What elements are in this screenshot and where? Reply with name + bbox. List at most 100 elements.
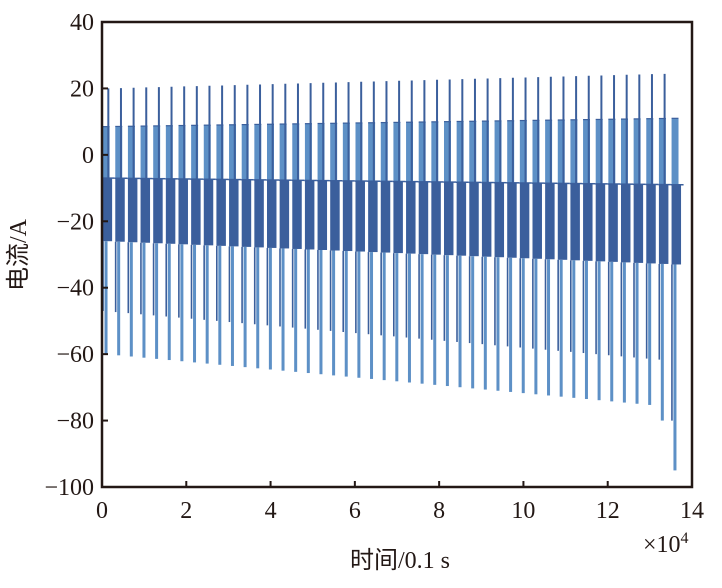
x-tick-label: 6 bbox=[349, 498, 361, 524]
lower-block bbox=[266, 180, 277, 248]
lower-block bbox=[279, 180, 290, 249]
upper-block bbox=[418, 122, 426, 182]
lower-block bbox=[191, 179, 201, 245]
trough-spike bbox=[104, 241, 108, 355]
upper-block bbox=[229, 124, 237, 180]
lower-block bbox=[583, 183, 593, 261]
upper-block bbox=[646, 118, 654, 185]
upper-block bbox=[595, 119, 603, 184]
upper-block bbox=[519, 120, 527, 183]
trough-spike bbox=[344, 251, 348, 377]
trough-spike bbox=[319, 249, 323, 375]
y-tick-label: −80 bbox=[56, 409, 94, 435]
x-multiplier: ×104 bbox=[643, 530, 689, 558]
lower-block bbox=[140, 178, 151, 243]
trough-spike bbox=[256, 247, 260, 369]
upper-block bbox=[633, 118, 641, 185]
lower-block bbox=[342, 180, 353, 252]
lower-block bbox=[178, 178, 188, 245]
lower-block bbox=[443, 182, 454, 256]
upper-block bbox=[532, 120, 540, 184]
trough-spike bbox=[142, 242, 146, 358]
trough-spike bbox=[155, 243, 159, 359]
upper-block bbox=[368, 122, 376, 182]
lower-block bbox=[241, 179, 252, 247]
trough-spike bbox=[509, 257, 513, 392]
lower-block bbox=[317, 180, 328, 250]
lower-block bbox=[595, 183, 606, 262]
trough-spike bbox=[306, 249, 310, 374]
upper-block bbox=[102, 126, 110, 179]
y-tick-label: 0 bbox=[82, 143, 94, 169]
trough-spike bbox=[129, 242, 133, 357]
upper-block bbox=[279, 124, 287, 181]
trough-spike bbox=[559, 259, 563, 397]
lower-block bbox=[216, 179, 226, 246]
trough-spike bbox=[357, 251, 361, 378]
y-tick-label: −20 bbox=[56, 209, 94, 235]
trough-spike bbox=[420, 254, 424, 384]
trough-spike bbox=[281, 248, 285, 371]
upper-block bbox=[165, 125, 173, 179]
lower-block bbox=[570, 183, 580, 261]
lower-block bbox=[229, 179, 239, 247]
y-axis-label: 电流/A bbox=[5, 218, 32, 291]
upper-block bbox=[178, 125, 186, 179]
lower-block bbox=[418, 181, 429, 255]
x-tick-label: 12 bbox=[596, 498, 620, 524]
y-tick-label: −40 bbox=[56, 276, 94, 302]
lower-block bbox=[507, 182, 517, 258]
trough-spike bbox=[635, 262, 639, 404]
lower-block bbox=[254, 179, 264, 248]
lower-block bbox=[671, 184, 682, 265]
upper-block bbox=[658, 118, 666, 185]
upper-block bbox=[254, 124, 262, 180]
lower-block bbox=[165, 178, 176, 244]
trough-spike bbox=[332, 250, 336, 376]
trough-spike bbox=[433, 254, 437, 385]
trough-spike bbox=[370, 252, 374, 379]
trough-spike bbox=[117, 241, 121, 356]
upper-block bbox=[456, 121, 464, 183]
lower-block bbox=[115, 178, 125, 242]
lower-block bbox=[292, 180, 302, 249]
lower-block bbox=[532, 183, 542, 259]
trough-spike bbox=[395, 253, 399, 382]
trough-spike bbox=[180, 244, 184, 362]
upper-block bbox=[469, 121, 477, 183]
y-tick-label: 20 bbox=[70, 76, 94, 102]
lower-block bbox=[330, 180, 340, 251]
lower-block bbox=[481, 182, 492, 257]
x-tick-label: 8 bbox=[433, 498, 445, 524]
upper-block bbox=[481, 121, 489, 183]
x-tick-label: 2 bbox=[180, 498, 192, 524]
y-tick-label: 40 bbox=[70, 10, 94, 36]
upper-block bbox=[216, 124, 224, 180]
trough-spike bbox=[610, 261, 614, 402]
lower-block bbox=[203, 179, 214, 246]
upper-block bbox=[241, 124, 249, 180]
lower-block bbox=[633, 184, 644, 263]
upper-block bbox=[191, 125, 199, 180]
trough-spike bbox=[622, 262, 626, 403]
x-tick-label: 0 bbox=[96, 498, 108, 524]
trough-spike bbox=[521, 258, 525, 394]
trough-spike bbox=[572, 260, 576, 398]
current-trace bbox=[102, 73, 684, 471]
axis-ticks: 0 2 4 6 8 10 12 14 40 20 0 −20 −40 −60 −80 −100 bbox=[44, 10, 704, 524]
upper-block bbox=[266, 124, 274, 181]
trough-spike bbox=[294, 248, 298, 372]
upper-block bbox=[545, 120, 553, 184]
trough-spike bbox=[205, 245, 209, 364]
lower-block bbox=[456, 182, 467, 256]
trough-spike bbox=[193, 244, 197, 363]
upper-block bbox=[570, 119, 578, 184]
trough-spike bbox=[230, 246, 234, 366]
trough-spike bbox=[471, 256, 475, 389]
x-axis-label: 时间/0.1 s bbox=[350, 547, 450, 574]
lower-block bbox=[658, 184, 669, 264]
upper-block bbox=[671, 118, 679, 185]
upper-block bbox=[406, 122, 414, 182]
upper-block bbox=[507, 120, 515, 183]
upper-block bbox=[393, 122, 401, 182]
